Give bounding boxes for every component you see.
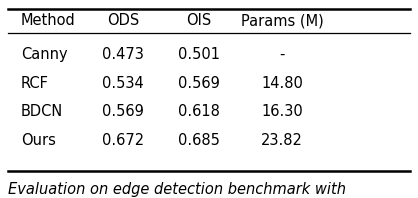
Text: 0.473: 0.473: [102, 47, 144, 62]
Text: Method: Method: [21, 13, 76, 28]
Text: 0.672: 0.672: [102, 133, 144, 148]
Text: -: -: [280, 47, 285, 62]
Text: 0.618: 0.618: [178, 104, 219, 119]
Text: BDCN: BDCN: [21, 104, 63, 119]
Text: 16.30: 16.30: [261, 104, 303, 119]
Text: 0.501: 0.501: [178, 47, 219, 62]
Text: RCF: RCF: [21, 76, 49, 91]
Text: ODS: ODS: [107, 13, 140, 28]
Text: 0.569: 0.569: [102, 104, 144, 119]
Text: Ours: Ours: [21, 133, 56, 148]
Text: 0.534: 0.534: [102, 76, 144, 91]
Text: Canny: Canny: [21, 47, 68, 62]
Text: 0.569: 0.569: [178, 76, 219, 91]
Text: 23.82: 23.82: [261, 133, 303, 148]
Text: 14.80: 14.80: [261, 76, 303, 91]
Text: Evaluation on edge detection benchmark with: Evaluation on edge detection benchmark w…: [8, 182, 347, 197]
Text: Params (M): Params (M): [241, 13, 324, 28]
Text: 0.685: 0.685: [178, 133, 219, 148]
Text: OIS: OIS: [186, 13, 211, 28]
